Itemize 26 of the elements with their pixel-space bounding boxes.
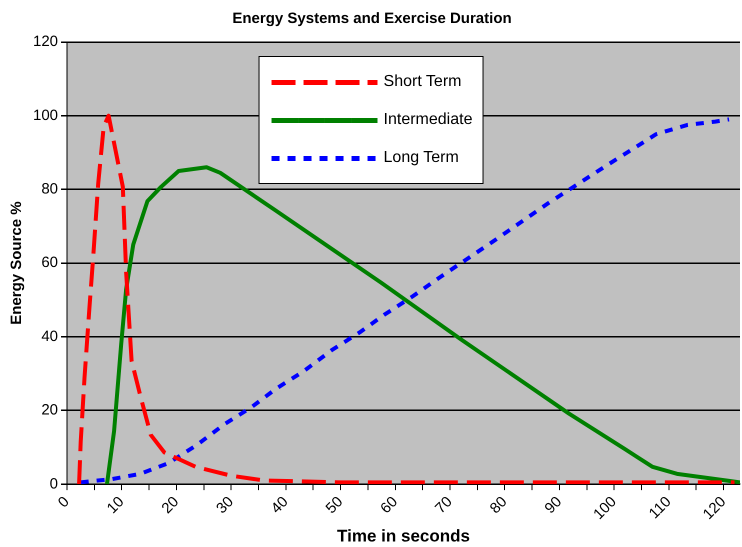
- legend-label: Intermediate: [384, 111, 472, 129]
- x-tick-label: 100: [590, 493, 620, 523]
- y-tick-label: 120: [32, 33, 58, 50]
- y-tick-label: 40: [41, 328, 58, 345]
- chart-title: Energy Systems and Exercise Duration: [232, 10, 512, 28]
- x-tick-label: 10: [104, 493, 128, 518]
- x-tick-label: 120: [700, 493, 730, 523]
- x-tick-label: 30: [213, 493, 237, 518]
- x-tick-label: 60: [377, 493, 402, 518]
- x-tick-label: 70: [432, 493, 456, 518]
- x-tick-label: 50: [322, 493, 346, 518]
- x-tick-label: 80: [486, 493, 510, 518]
- y-tick-label: 60: [41, 254, 58, 272]
- x-tick-label: 40: [268, 493, 292, 518]
- y-tick-label: 20: [41, 402, 58, 419]
- y-tick-label: 100: [32, 106, 58, 124]
- x-tick-label: 90: [541, 493, 566, 518]
- x-tick-label: 0: [54, 493, 73, 512]
- x-axis-title: Time in seconds: [337, 526, 470, 546]
- legend-label: Short Term: [384, 73, 462, 91]
- legend-label: Long Term: [384, 149, 459, 167]
- y-axis-title: Energy Source %: [8, 201, 26, 325]
- y-tick-label: 80: [41, 180, 58, 198]
- y-tick-label: 0: [50, 475, 58, 492]
- x-tick-label: 110: [646, 493, 675, 522]
- x-tick-label: 20: [158, 493, 182, 518]
